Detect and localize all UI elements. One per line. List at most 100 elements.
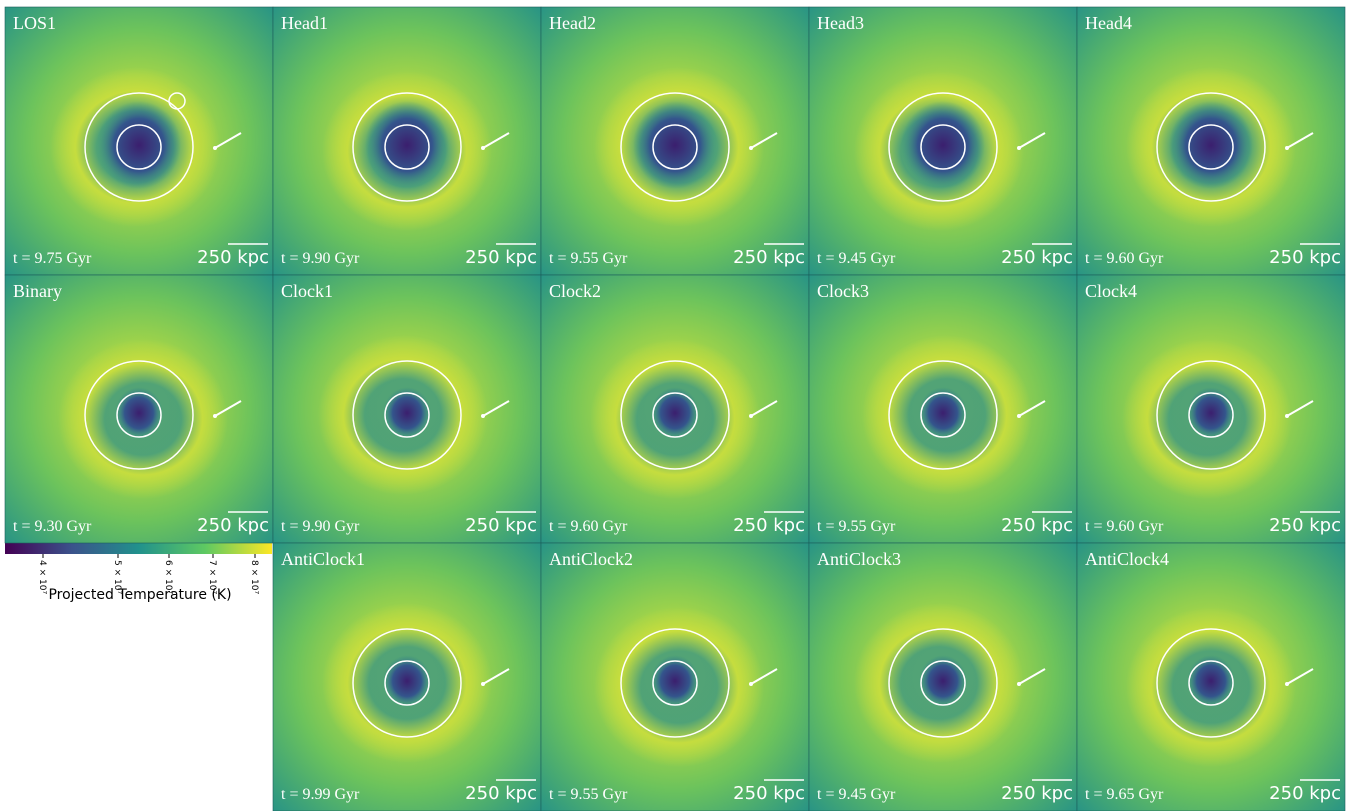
inner-circle <box>116 124 162 170</box>
arrow-head <box>213 146 217 150</box>
outer-circle <box>620 628 730 738</box>
inner-circle <box>652 392 698 438</box>
panel: LOS1 t = 9.75 Gyr 250 kpc <box>4 6 274 276</box>
cool-core <box>1169 101 1253 189</box>
outer-circle <box>888 360 998 470</box>
cool-core <box>1187 655 1235 707</box>
inner-circle <box>920 124 966 170</box>
inner-circle <box>920 392 966 438</box>
inner-circle <box>1188 392 1234 438</box>
direction-arrow <box>482 668 510 685</box>
scale-label: 250 kpc <box>1001 783 1073 804</box>
scale-label: 250 kpc <box>1269 783 1341 804</box>
outer-circle <box>1156 628 1266 738</box>
panel-time: t = 9.55 Gyr <box>549 250 628 267</box>
direction-arrow <box>1018 132 1046 149</box>
panel-time: t = 9.75 Gyr <box>13 250 92 267</box>
scale-label: 250 kpc <box>465 783 537 804</box>
panel-time: t = 9.60 Gyr <box>1085 250 1164 267</box>
cool-core <box>1187 387 1235 439</box>
colorbar-tick-label: 7 × 10⁷ <box>207 560 217 594</box>
panel: Binary t = 9.30 Gyr 250 kpc <box>4 274 274 544</box>
inner-circle <box>384 124 430 170</box>
scale-label: 250 kpc <box>1001 515 1073 536</box>
panel-title: Clock3 <box>817 281 869 301</box>
panel-title: Head4 <box>1085 13 1132 33</box>
inner-circle <box>116 392 162 438</box>
panel: Head3 t = 9.45 Gyr 250 kpc <box>808 6 1078 276</box>
inner-circle <box>920 660 966 706</box>
panel-time: t = 9.60 Gyr <box>1085 518 1164 535</box>
cool-core <box>651 387 699 439</box>
direction-arrow <box>1018 400 1046 417</box>
scale-label: 250 kpc <box>1269 515 1341 536</box>
inner-circle <box>652 660 698 706</box>
direction-arrow <box>750 668 778 685</box>
panel-time: t = 9.45 Gyr <box>817 786 896 803</box>
outer-circle <box>84 360 194 470</box>
arrow-head <box>749 682 753 686</box>
panel-title: Head1 <box>281 13 328 33</box>
outer-circle <box>84 92 194 202</box>
panel: Clock3 t = 9.55 Gyr 250 kpc <box>808 274 1078 544</box>
inner-circle <box>1188 660 1234 706</box>
cool-core <box>919 655 967 707</box>
panel-title: Head3 <box>817 13 864 33</box>
scale-label: 250 kpc <box>733 247 805 268</box>
scale-label: 250 kpc <box>1269 247 1341 268</box>
cool-core <box>901 101 985 189</box>
colorbar <box>5 543 272 554</box>
panel: AntiClock2 t = 9.55 Gyr 250 kpc <box>540 542 810 811</box>
direction-arrow <box>482 132 510 149</box>
panel-title: Clock1 <box>281 281 333 301</box>
arrow-head <box>749 414 753 418</box>
cool-core <box>97 101 181 189</box>
arrow-head <box>749 146 753 150</box>
direction-arrow <box>214 132 242 149</box>
scale-label: 250 kpc <box>733 783 805 804</box>
panel-time: t = 9.45 Gyr <box>817 250 896 267</box>
arrow-head <box>1285 414 1289 418</box>
direction-arrow <box>214 400 242 417</box>
panel-time: t = 9.55 Gyr <box>549 786 628 803</box>
scale-label: 250 kpc <box>197 515 269 536</box>
outer-circle <box>352 360 462 470</box>
panel: Clock2 t = 9.60 Gyr 250 kpc <box>540 274 810 544</box>
outer-circle <box>620 360 730 470</box>
panel-title: AntiClock3 <box>817 549 901 569</box>
panel: Head4 t = 9.60 Gyr 250 kpc <box>1076 6 1346 276</box>
arrow-head <box>1017 146 1021 150</box>
marker-circle <box>168 92 186 110</box>
colorbar-tick-label: 6 × 10⁷ <box>163 560 173 594</box>
arrow-head <box>213 414 217 418</box>
arrow-head <box>1285 682 1289 686</box>
outer-circle <box>352 92 462 202</box>
panel: Clock4 t = 9.60 Gyr 250 kpc <box>1076 274 1346 544</box>
outer-circle <box>1156 360 1266 470</box>
panel-time: t = 9.30 Gyr <box>13 518 92 535</box>
colorbar-label: Projected Temperature (K) <box>48 587 231 603</box>
direction-arrow <box>1286 400 1314 417</box>
cool-core <box>383 655 431 707</box>
scale-label: 250 kpc <box>465 515 537 536</box>
outer-circle <box>620 92 730 202</box>
panel: Clock1 t = 9.90 Gyr 250 kpc <box>272 274 542 544</box>
inner-circle <box>384 392 430 438</box>
outer-circle <box>888 628 998 738</box>
scale-label: 250 kpc <box>1001 247 1073 268</box>
outer-circle <box>888 92 998 202</box>
cool-core <box>919 387 967 439</box>
panel-title: Clock4 <box>1085 281 1137 301</box>
outer-circle <box>1156 92 1266 202</box>
direction-arrow <box>1286 668 1314 685</box>
panel: AntiClock4 t = 9.65 Gyr 250 kpc <box>1076 542 1346 811</box>
cool-core <box>365 101 449 189</box>
arrow-head <box>1017 414 1021 418</box>
inner-circle <box>652 124 698 170</box>
arrow-head <box>481 682 485 686</box>
colorbar-tick-label: 4 × 10⁷ <box>37 560 47 594</box>
direction-arrow <box>1286 132 1314 149</box>
panel: Head2 t = 9.55 Gyr 250 kpc <box>540 6 810 276</box>
panel: Head1 t = 9.90 Gyr 250 kpc <box>272 6 542 276</box>
